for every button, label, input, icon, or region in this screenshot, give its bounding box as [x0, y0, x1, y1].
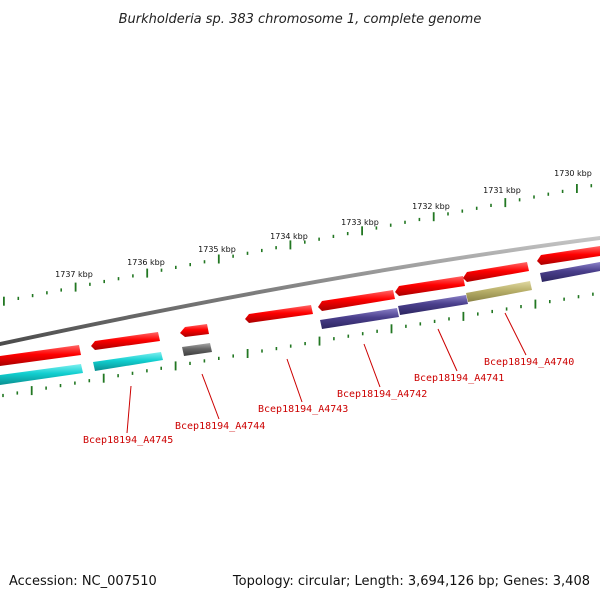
gene-label-a4743[interactable]: Bcep18194_A4743 — [258, 404, 348, 415]
ruler-tick-label: 1732 kbp — [412, 202, 450, 211]
leader-a4741 — [437, 328, 458, 372]
gene-label-a4740[interactable]: Bcep18194_A4740 — [484, 357, 574, 368]
gene-label-a4744[interactable]: Bcep18194_A4744 — [175, 421, 265, 432]
accession-text: Accession: NC_007510 — [9, 574, 157, 589]
leader-a4742 — [363, 343, 381, 388]
gene-forward-4[interactable] — [245, 305, 313, 323]
leader-a4744 — [201, 373, 220, 420]
leader-a4740 — [504, 312, 527, 356]
gene-labels: Bcep18194_A4745 Bcep18194_A4744 Bcep1819… — [83, 357, 574, 446]
ruler-tick-label: 1734 kbp — [270, 232, 308, 241]
ruler-tick-label: 1731 kbp — [483, 186, 521, 195]
gene-reverse-6[interactable] — [466, 281, 532, 302]
reverse-strand — [0, 262, 600, 385]
ruler-tick-label: 1733 kbp — [341, 218, 379, 227]
gene-label-a4741[interactable]: Bcep18194_A4741 — [414, 373, 504, 384]
gene-reverse-5[interactable] — [398, 295, 468, 315]
chromosome-backbone — [0, 236, 600, 346]
gene-reverse-7[interactable] — [540, 262, 600, 282]
gene-reverse-3[interactable] — [182, 343, 212, 356]
gene-forward-3[interactable] — [180, 324, 209, 337]
leader-a4745 — [126, 385, 132, 434]
gene-forward-5[interactable] — [318, 290, 395, 311]
gene-forward-8[interactable] — [537, 246, 600, 265]
gene-forward-7[interactable] — [463, 262, 529, 282]
genome-summary-text: Topology: circular; Length: 3,694,126 bp… — [232, 574, 590, 589]
label-leaders — [126, 312, 527, 434]
gene-forward-1[interactable] — [0, 345, 81, 366]
forward-strand — [0, 246, 600, 366]
gene-forward-2[interactable] — [91, 332, 160, 350]
outer-ruler: 1737 kbp 1736 kbp 1735 kbp 1734 kbp 1733 kbp… — [3, 169, 593, 306]
ruler-tick-label: 1730 kbp — [554, 169, 592, 178]
ruler-tick-label: 1736 kbp — [127, 258, 165, 267]
map-title: Burkholderia sp. 383 chromosome 1, compl… — [119, 12, 482, 27]
gene-reverse-4[interactable] — [320, 308, 399, 329]
gene-forward-6[interactable] — [395, 276, 465, 296]
ruler-tick-label: 1737 kbp — [55, 270, 93, 279]
gene-reverse-2[interactable] — [93, 352, 163, 371]
gene-reverse-1[interactable] — [0, 364, 83, 385]
inner-ruler — [2, 292, 594, 398]
gene-label-a4742[interactable]: Bcep18194_A4742 — [337, 389, 427, 400]
leader-a4743 — [286, 358, 303, 403]
gene-label-a4745[interactable]: Bcep18194_A4745 — [83, 435, 173, 446]
ruler-tick-label: 1735 kbp — [198, 245, 236, 254]
